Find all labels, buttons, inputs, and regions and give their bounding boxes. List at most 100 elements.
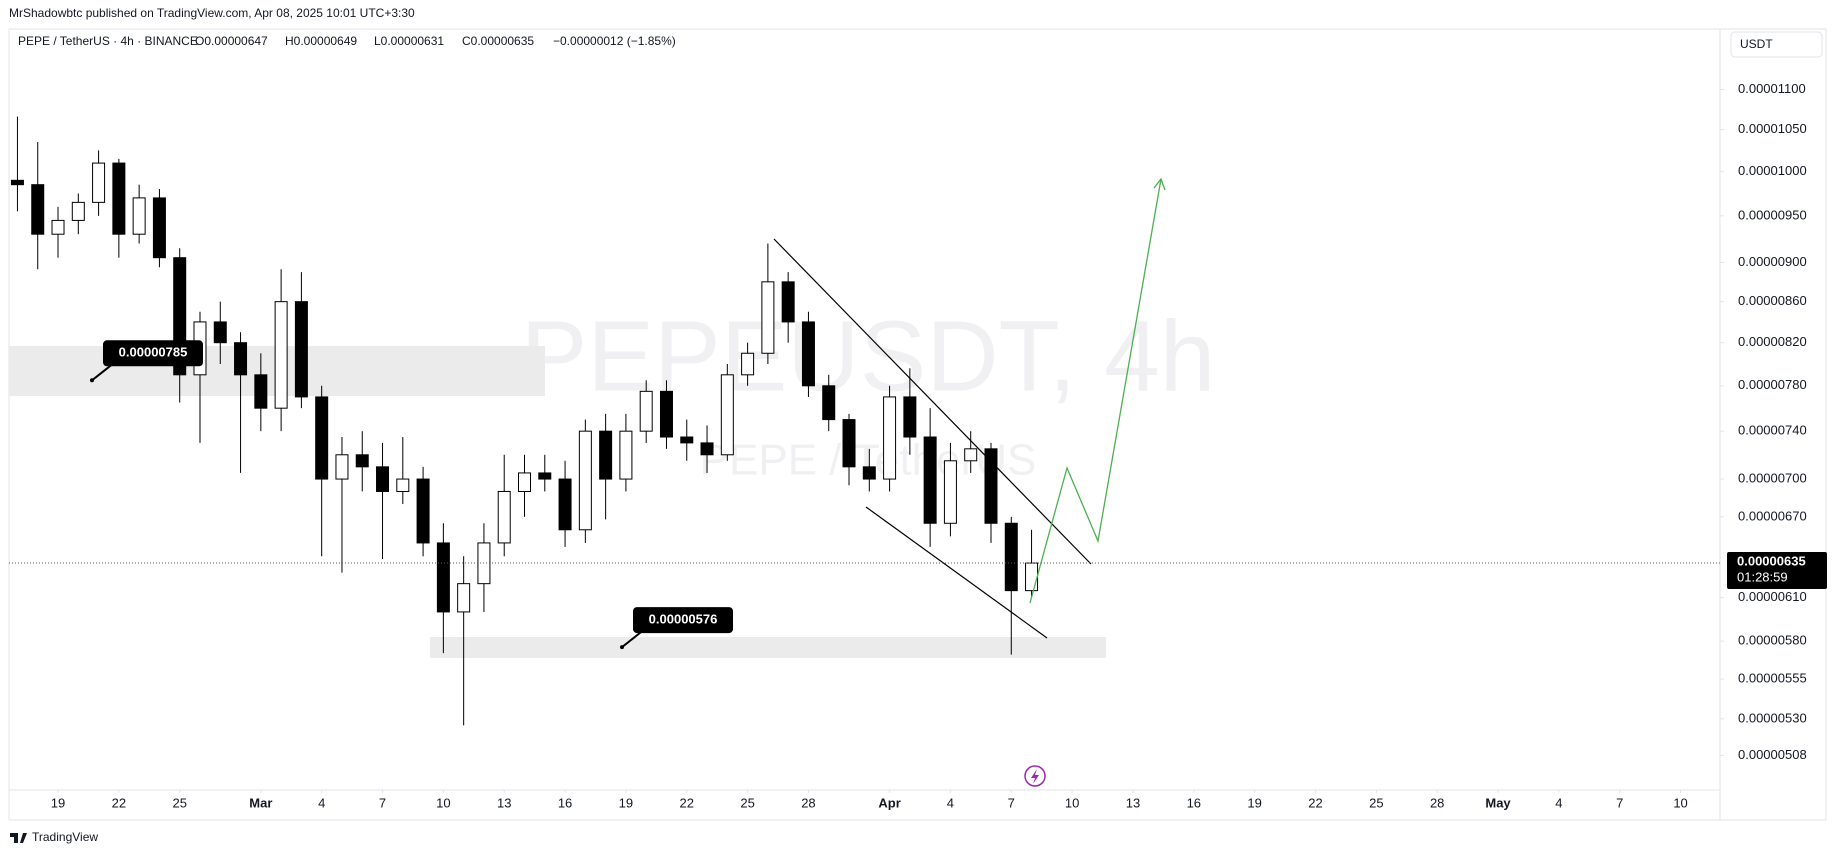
candle-body — [10, 179, 24, 186]
candle-body — [822, 385, 836, 421]
candle-body — [31, 184, 45, 235]
legend-symbol: PEPE / TetherUS · 4h · BINANCE — [18, 34, 198, 48]
x-tick-label: 22 — [112, 795, 126, 810]
x-tick-label: 13 — [497, 795, 511, 810]
tradingview-logo: TradingView — [10, 830, 98, 844]
candle-body — [964, 448, 978, 462]
watermark: PEPEUSDT, 4h — [521, 300, 1216, 412]
wedge-lower-line — [865, 506, 1048, 639]
y-tick-label: 0.00000780 — [1738, 377, 1807, 392]
candles — [10, 116, 1039, 726]
candle-body — [315, 396, 329, 480]
x-tick-label: 13 — [1126, 795, 1140, 810]
candle-body — [943, 460, 957, 524]
candle-body — [294, 301, 308, 398]
candle-body — [538, 472, 552, 480]
candle-body — [497, 490, 511, 544]
callout-dot — [620, 645, 624, 650]
wedge-upper-line — [773, 238, 1092, 565]
x-tick-label: 7 — [1008, 795, 1015, 810]
candle-body — [335, 454, 349, 480]
callout-box — [103, 340, 203, 367]
candle-body — [112, 162, 126, 235]
x-tick-label: Apr — [878, 795, 900, 810]
candle-body — [984, 448, 998, 524]
candle-body — [599, 430, 613, 480]
candle-body — [741, 352, 755, 376]
x-tick-label: 7 — [1616, 795, 1623, 810]
x-tick-label: 25 — [740, 795, 754, 810]
x-tick-label: 10 — [436, 795, 450, 810]
candle-body — [132, 197, 146, 235]
callout-box — [633, 607, 733, 634]
callout-pointer — [621, 631, 642, 648]
x-tick-label: 4 — [318, 795, 325, 810]
y-tick-label: 0.00000820 — [1738, 334, 1807, 349]
legend-low: L0.00000631 — [374, 34, 444, 48]
candle-body — [680, 436, 694, 444]
callout-pointer — [91, 364, 112, 382]
last-price-label: 0.00000635 — [1737, 553, 1806, 568]
x-tick-label: 28 — [1430, 795, 1444, 810]
y-tick-label: 0.00000740 — [1738, 423, 1807, 438]
candle-body — [1004, 522, 1018, 592]
candle-body — [639, 390, 653, 432]
candle-body — [558, 478, 572, 531]
candle-body — [457, 583, 471, 613]
candle-body — [376, 466, 390, 492]
y-tick-label: 0.00001000 — [1738, 163, 1807, 178]
x-tick-label: 4 — [1555, 795, 1562, 810]
candle-body — [619, 430, 633, 480]
candle-body — [416, 478, 430, 544]
x-tick-label: 10 — [1065, 795, 1079, 810]
candle-body — [518, 472, 532, 492]
candle-body — [923, 436, 937, 524]
x-tick-label: 19 — [619, 795, 633, 810]
legend-change: −0.00000012 (−1.85%) — [553, 34, 676, 48]
candle-body — [254, 374, 268, 409]
x-tick-label: 25 — [172, 795, 186, 810]
candle-body — [801, 321, 815, 387]
x-tick-label: 16 — [558, 795, 572, 810]
lightning-icon[interactable] — [1024, 765, 1046, 787]
legend-high: H0.00000649 — [285, 34, 357, 48]
candle-body — [842, 419, 856, 468]
x-tick-label: 10 — [1673, 795, 1687, 810]
currency-button[interactable] — [1730, 31, 1823, 58]
y-tick-label: 0.00000950 — [1738, 207, 1807, 222]
candle-body — [355, 454, 369, 468]
y-tick-label: 0.00001050 — [1738, 121, 1807, 136]
y-tick-label: 0.00001100 — [1738, 81, 1806, 96]
candle-body — [1025, 562, 1039, 592]
countdown-label: 01:28:59 — [1737, 569, 1788, 584]
x-tick-label: 16 — [1187, 795, 1201, 810]
y-tick-label: 0.00000700 — [1738, 471, 1807, 486]
callout-dot — [90, 378, 94, 383]
currency-label[interactable]: USDT — [1740, 37, 1773, 51]
published-note: MrShadowbtc published on TradingView.com… — [9, 6, 415, 20]
legend: PEPE / TetherUS · 4h · BINANCE O0.000006… — [18, 34, 676, 48]
y-tick-label: 0.00000860 — [1738, 293, 1807, 308]
candle-body — [720, 374, 734, 456]
candle-body — [51, 219, 65, 235]
candle-body — [883, 396, 897, 480]
legend-open: O0.00000647 — [195, 34, 268, 48]
candle-body — [71, 201, 85, 221]
projection-path — [1029, 178, 1162, 604]
y-tick-label: 0.00000900 — [1738, 254, 1807, 269]
candle-body — [700, 442, 714, 456]
icon-bolt[interactable] — [1031, 769, 1039, 784]
candle-body — [152, 197, 166, 259]
candle-body — [92, 162, 106, 203]
callout-label: 0.00000576 — [649, 612, 718, 627]
x-tick-label: May — [1485, 795, 1511, 810]
y-tick-label: 0.00000580 — [1738, 633, 1807, 648]
candle-body — [659, 390, 673, 438]
logo-text: TradingView — [32, 830, 98, 844]
support-zone — [430, 637, 1106, 658]
y-tick-label: 0.00000610 — [1738, 589, 1807, 604]
projection-arrowhead — [1153, 177, 1166, 191]
callout-label: 0.00000785 — [119, 345, 188, 360]
